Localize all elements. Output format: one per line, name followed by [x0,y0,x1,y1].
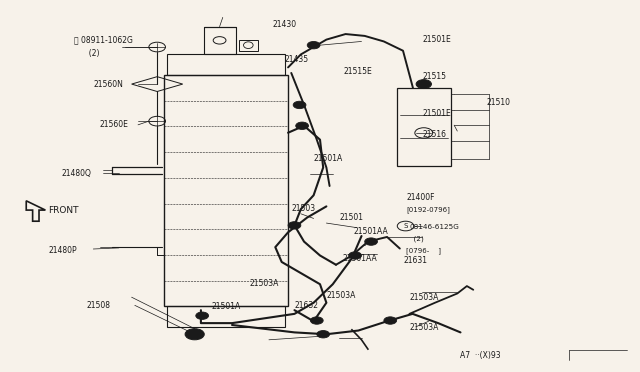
Bar [239,39,258,51]
Text: (2): (2) [84,49,99,58]
Bar [397,88,451,166]
Text: 21503A: 21503A [326,291,356,300]
Text: 21631: 21631 [403,256,427,264]
Text: 21430: 21430 [272,20,296,29]
Text: 21515E: 21515E [344,67,372,76]
Text: 21503: 21503 [291,204,316,213]
Bar [167,307,285,327]
Text: ⓝ 08911-1062G: ⓝ 08911-1062G [74,35,133,44]
Bar [164,75,288,307]
Text: 08146-6125G: 08146-6125G [410,224,460,230]
Text: 21508: 21508 [87,301,111,310]
Text: 21501E: 21501E [422,109,451,118]
Text: 21501A: 21501A [314,154,343,163]
Text: S: S [403,223,408,229]
Circle shape [196,312,209,320]
Text: 21501AA: 21501AA [353,227,388,236]
Text: 21480Q: 21480Q [61,169,92,177]
Bar [167,54,285,75]
Text: 21501: 21501 [339,213,363,222]
Text: 21515: 21515 [422,72,446,81]
Text: A7  ··(X)93: A7 ··(X)93 [461,351,501,360]
Text: 21516: 21516 [422,129,446,139]
Text: 21435: 21435 [285,55,309,64]
Circle shape [288,222,301,229]
Text: 21503A: 21503A [410,323,439,332]
Bar [204,27,236,54]
Circle shape [365,238,378,245]
Text: 21503A: 21503A [410,293,439,302]
Circle shape [416,80,431,89]
Text: 21632: 21632 [294,301,319,310]
Text: (2): (2) [410,235,424,242]
Text: 21501AA: 21501AA [342,254,377,263]
Circle shape [310,317,323,324]
Text: 21560N: 21560N [93,80,123,89]
Circle shape [293,101,306,109]
Text: [0796-    ]: [0796- ] [406,247,441,254]
Text: [0192-0796]: [0192-0796] [406,207,450,214]
Circle shape [317,331,330,338]
Text: 21501A: 21501A [211,302,241,311]
Circle shape [349,252,362,259]
Text: 21501E: 21501E [422,35,451,44]
Text: 21560E: 21560E [100,121,129,129]
Text: 21480P: 21480P [49,246,77,255]
Circle shape [185,329,204,340]
Circle shape [307,41,320,49]
Text: FRONT: FRONT [49,206,79,215]
Text: 21400F: 21400F [406,193,435,202]
Text: 21510: 21510 [486,98,510,107]
Circle shape [296,122,308,129]
Text: 21503A: 21503A [250,279,279,288]
Circle shape [384,317,397,324]
